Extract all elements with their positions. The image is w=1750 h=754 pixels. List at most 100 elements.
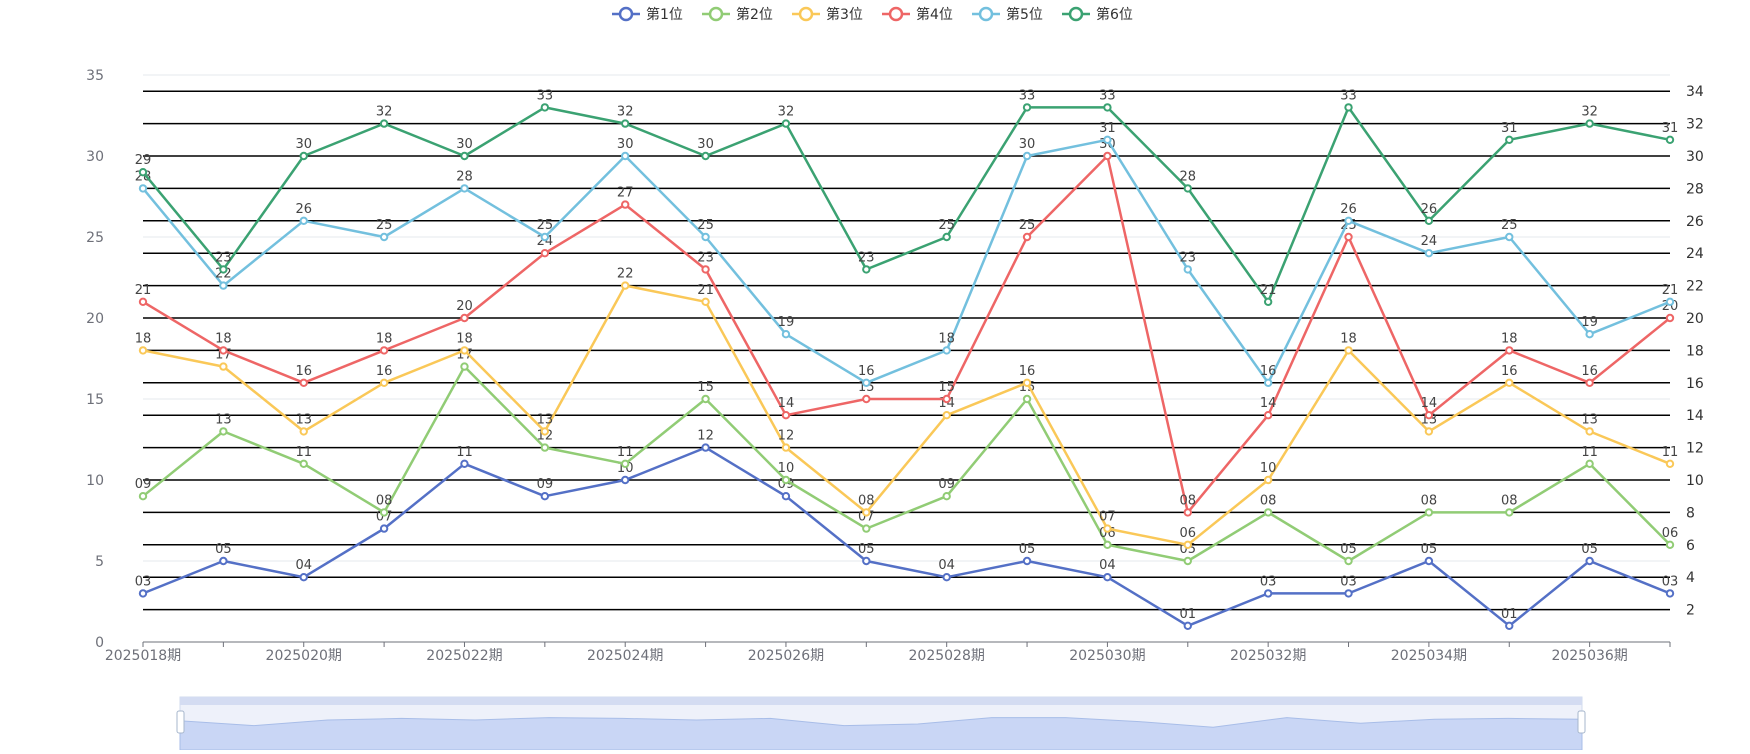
data-point[interactable] [1022, 103, 1032, 112]
data-point[interactable] [1505, 378, 1514, 387]
zoom-selection-bar[interactable] [180, 697, 1582, 705]
data-point[interactable] [862, 265, 871, 274]
data-point[interactable] [862, 508, 871, 517]
data-point[interactable] [138, 184, 148, 193]
data-point[interactable] [942, 492, 951, 501]
data-point[interactable] [862, 524, 871, 533]
data-point[interactable] [1505, 508, 1514, 517]
data-point[interactable] [621, 459, 630, 468]
data-point[interactable] [1665, 589, 1675, 598]
data-point[interactable] [1103, 540, 1112, 549]
data-point[interactable] [138, 492, 148, 501]
data-point[interactable] [1585, 427, 1594, 436]
data-point[interactable] [460, 184, 469, 193]
data-point[interactable] [701, 265, 710, 274]
data-point[interactable] [379, 119, 389, 128]
data-point[interactable] [1022, 378, 1032, 387]
data-point[interactable] [540, 249, 550, 258]
data-point[interactable] [701, 297, 710, 306]
data-point[interactable] [781, 492, 791, 501]
data-point[interactable] [460, 151, 469, 161]
data-point[interactable] [1263, 297, 1273, 306]
data-point[interactable] [540, 103, 550, 112]
data-point[interactable] [540, 443, 550, 452]
legend-item[interactable]: 第1位 [612, 6, 683, 23]
data-point[interactable] [299, 573, 308, 582]
data-point[interactable] [701, 232, 710, 242]
data-point[interactable] [1585, 556, 1594, 566]
data-point[interactable] [942, 346, 951, 355]
data-point[interactable] [138, 589, 148, 598]
data-point[interactable] [1022, 232, 1032, 242]
data-point[interactable] [1183, 556, 1192, 566]
data-point[interactable] [862, 378, 871, 387]
data-point[interactable] [942, 411, 951, 420]
legend-item[interactable]: 第4位 [882, 6, 953, 23]
data-point[interactable] [1183, 265, 1192, 274]
data-point[interactable] [621, 475, 630, 485]
data-point[interactable] [299, 151, 308, 161]
data-point[interactable] [219, 265, 228, 274]
data-point[interactable] [862, 394, 871, 404]
legend-item[interactable]: 第6位 [1062, 6, 1133, 23]
data-point[interactable] [379, 378, 389, 387]
data-point[interactable] [1585, 378, 1594, 387]
data-point[interactable] [219, 427, 228, 436]
legend-item[interactable]: 第3位 [792, 6, 863, 23]
data-point[interactable] [540, 232, 550, 242]
data-point[interactable] [1505, 232, 1514, 242]
data-point[interactable] [1263, 589, 1273, 598]
data-point[interactable] [1505, 135, 1514, 145]
data-point[interactable] [781, 330, 791, 339]
data-point[interactable] [1263, 411, 1273, 420]
data-point[interactable] [1665, 297, 1675, 306]
data-point[interactable] [701, 394, 710, 404]
data-point[interactable] [621, 281, 630, 290]
data-point[interactable] [781, 443, 791, 452]
data-point[interactable] [1424, 427, 1434, 436]
data-point[interactable] [299, 378, 308, 387]
data-point[interactable] [942, 232, 951, 242]
data-point[interactable] [1344, 589, 1353, 598]
data-point[interactable] [781, 475, 791, 485]
data-point[interactable] [1665, 313, 1675, 323]
data-point[interactable] [862, 556, 871, 566]
data-point[interactable] [460, 313, 469, 323]
data-point[interactable] [1263, 378, 1273, 387]
data-point[interactable] [1103, 151, 1112, 161]
zoom-handle-right[interactable] [1577, 710, 1586, 734]
data-point[interactable] [942, 573, 951, 582]
legend-item[interactable]: 第5位 [972, 6, 1043, 23]
data-zoom-slider[interactable] [176, 696, 1586, 751]
data-point[interactable] [1424, 508, 1434, 517]
data-point[interactable] [540, 492, 550, 501]
data-point[interactable] [219, 281, 228, 290]
data-point[interactable] [379, 524, 389, 533]
data-point[interactable] [1585, 330, 1594, 339]
data-point[interactable] [1585, 459, 1594, 468]
data-point[interactable] [1424, 249, 1434, 258]
data-point[interactable] [379, 346, 389, 355]
data-point[interactable] [1344, 103, 1353, 112]
data-point[interactable] [138, 297, 148, 306]
data-point[interactable] [1344, 346, 1353, 355]
data-point[interactable] [379, 232, 389, 242]
data-point[interactable] [1103, 573, 1112, 582]
data-point[interactable] [1665, 135, 1675, 145]
data-point[interactable] [379, 508, 389, 517]
data-point[interactable] [701, 443, 710, 452]
data-point[interactable] [1344, 556, 1353, 566]
data-point[interactable] [1263, 475, 1273, 485]
data-point[interactable] [781, 411, 791, 420]
data-point[interactable] [1022, 394, 1032, 404]
data-point[interactable] [701, 151, 710, 161]
zoom-handle-left[interactable] [176, 710, 185, 734]
data-point[interactable] [621, 119, 630, 128]
data-point[interactable] [1022, 556, 1032, 566]
data-point[interactable] [299, 427, 308, 436]
data-point[interactable] [1505, 346, 1514, 355]
data-point[interactable] [1424, 556, 1434, 566]
data-point[interactable] [299, 216, 308, 226]
data-point[interactable] [942, 394, 951, 404]
data-point[interactable] [1585, 119, 1594, 128]
